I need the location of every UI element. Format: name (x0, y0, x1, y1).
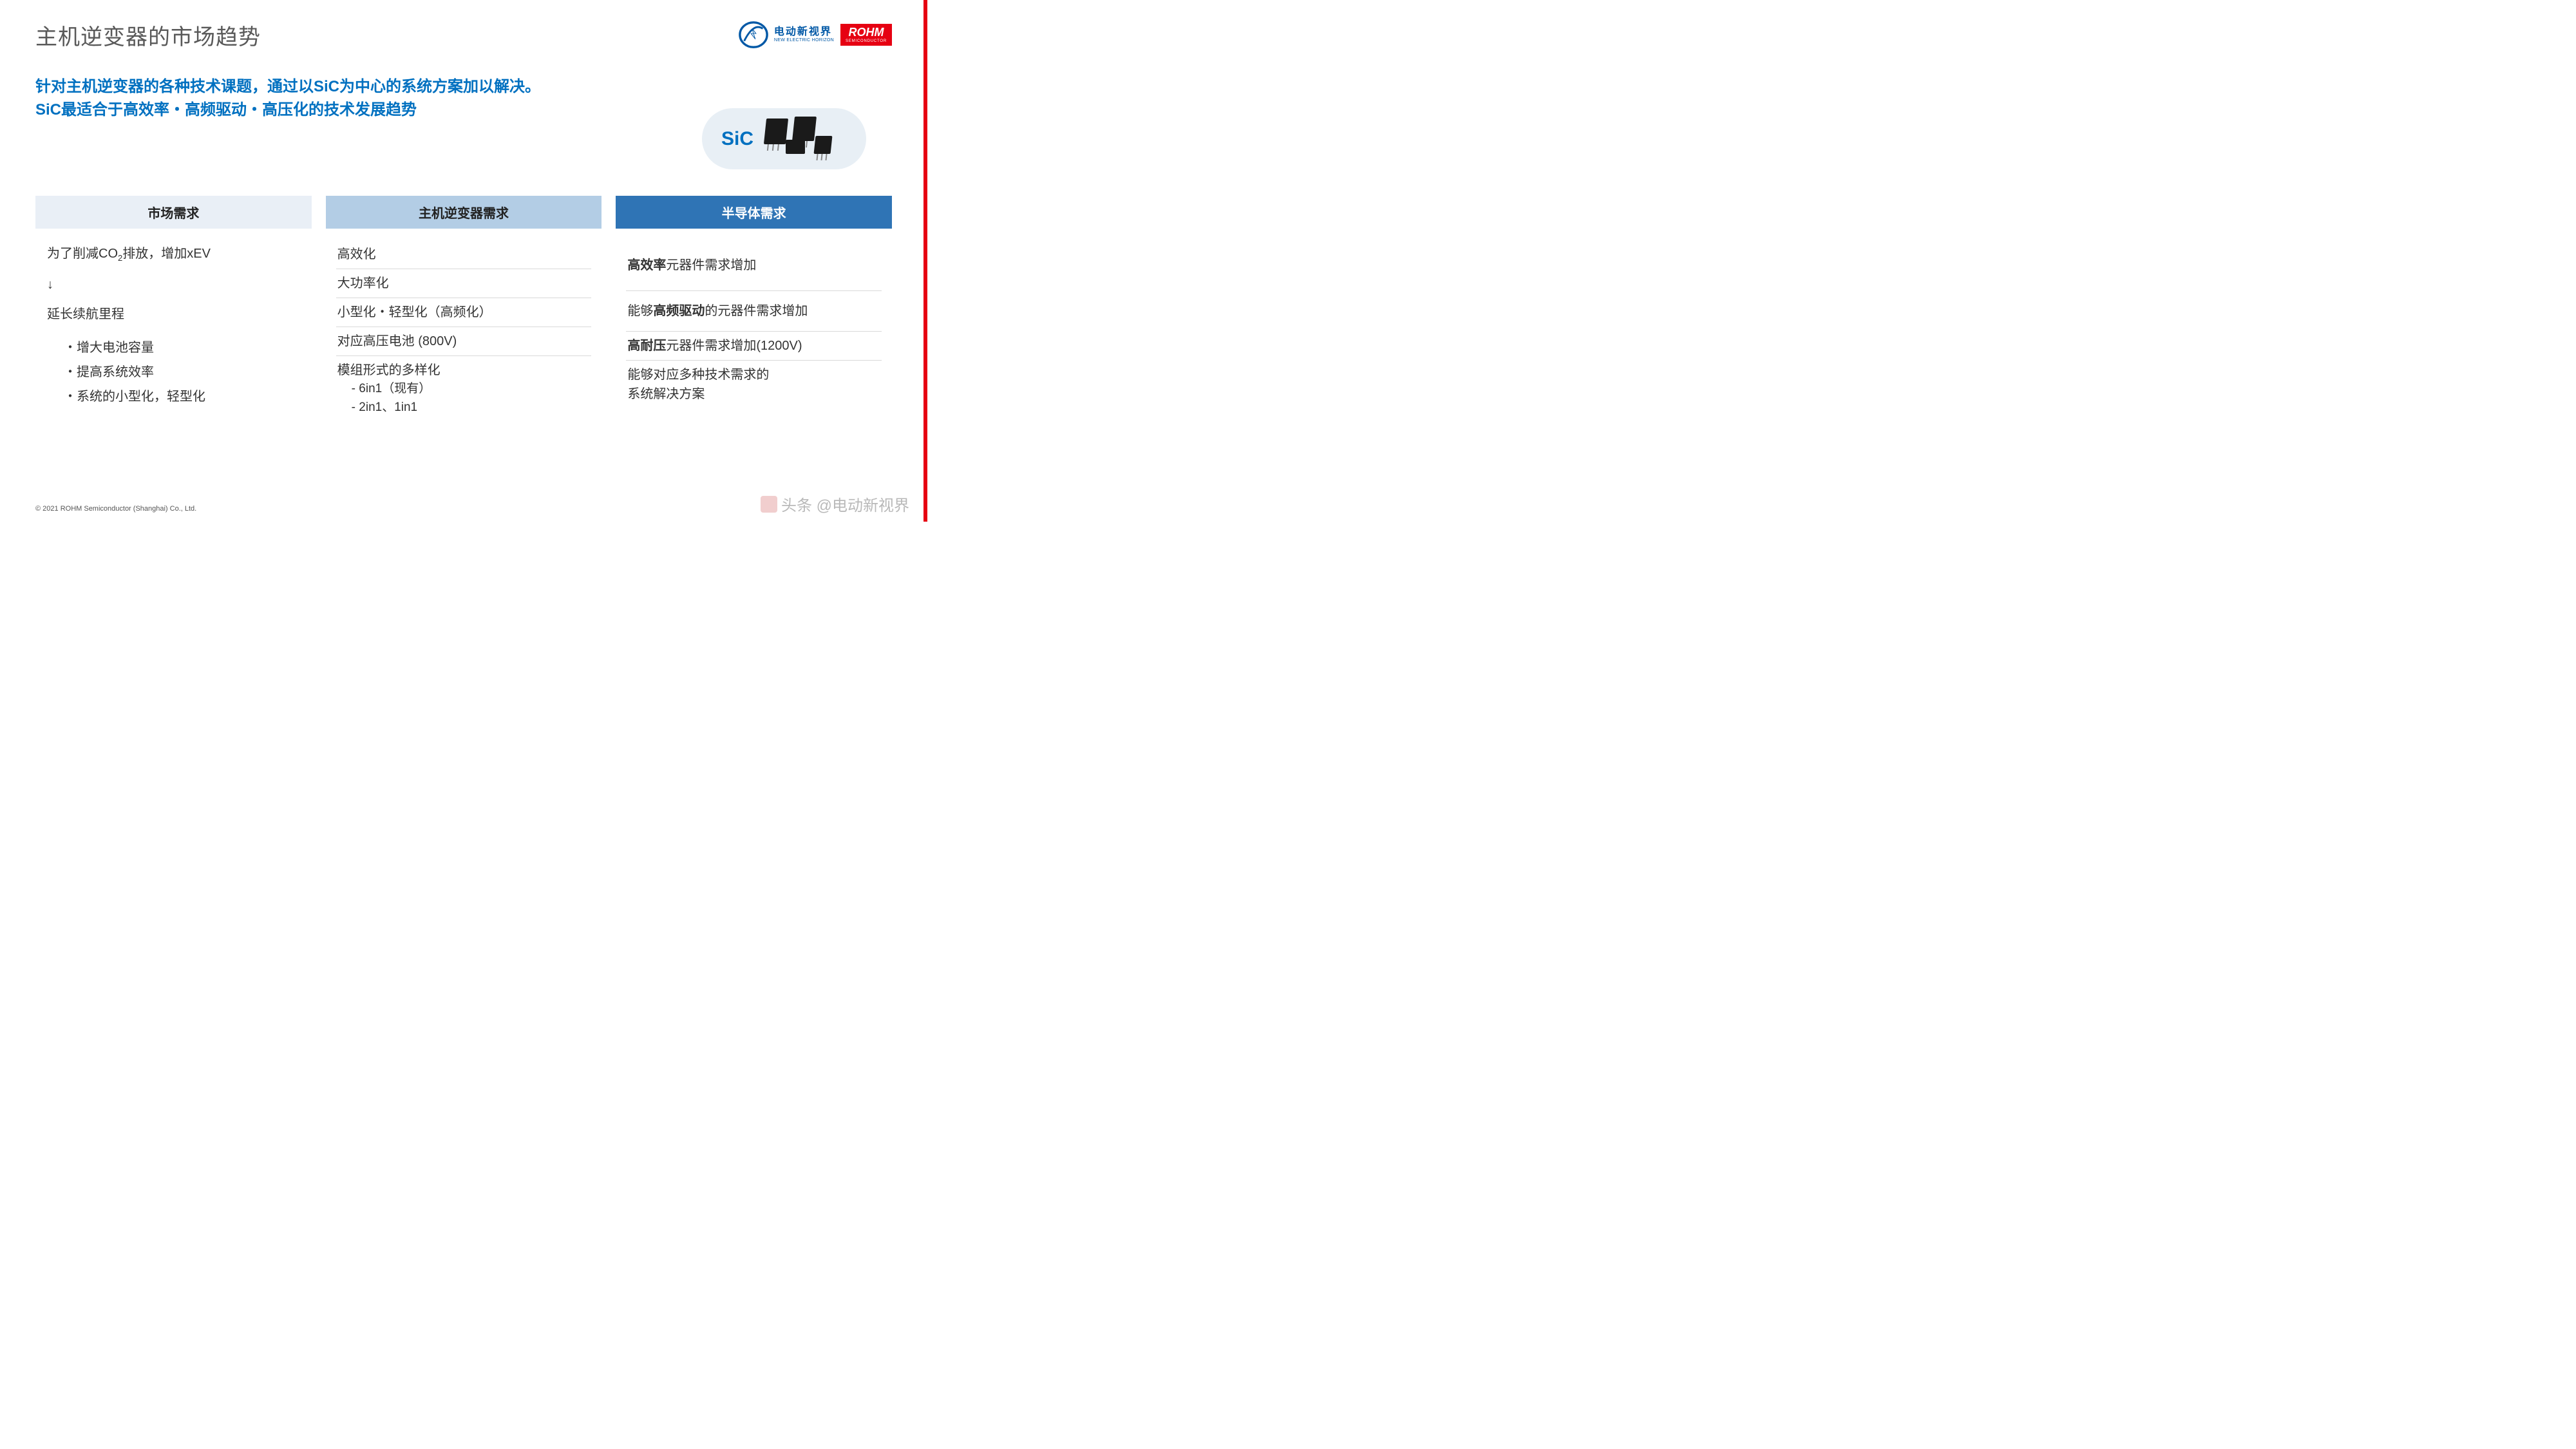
col-inverter: 主机逆变器需求 高效化 大功率化 小型化・轻型化（高频化） 对应高压电池 (80… (326, 196, 602, 428)
col-market: 市场需求 为了削减CO2排放，增加xEV ↓ 延长续航里程 增大电池容量 提高系… (35, 196, 312, 428)
list-item: 提高系统效率 (64, 360, 301, 384)
subtitle-line-1: 针对主机逆变器的各种技术课题，通过以SiC为中心的系统方案加以解决。 (35, 75, 892, 99)
header: 主机逆变器的市场趋势 电动新视界 NEW ELECTRIC HORIZON RO… (35, 19, 892, 51)
horizon-logo: 电动新视界 NEW ELECTRIC HORIZON (738, 19, 834, 50)
rohm-sub: SEMICONDUCTOR (846, 39, 887, 44)
table-row: 模组形式的多样化 6in1（现有） 2in1、1in1 (336, 356, 592, 421)
logo-group: 电动新视界 NEW ELECTRIC HORIZON ROHM SEMICOND… (738, 19, 892, 50)
list-item: 增大电池容量 (64, 336, 301, 360)
market-line-1: 为了削减CO2排放，增加xEV (46, 240, 301, 269)
col-semi-header: 半导体需求 (616, 196, 892, 229)
col-inverter-header: 主机逆变器需求 (326, 196, 602, 229)
table-row: 高效化 (336, 240, 592, 269)
table-row: 小型化・轻型化（高频化） (336, 298, 592, 327)
market-bullets: 增大电池容量 提高系统效率 系统的小型化，轻型化 (46, 328, 301, 409)
watermark-icon (761, 496, 777, 513)
row-title: 模组形式的多样化 (337, 361, 591, 380)
arrow-down-icon: ↓ (46, 269, 301, 296)
table-row: 能够对应多种技术需求的 系统解决方案 (626, 361, 882, 408)
watermark: 头条 @电动新视界 (761, 493, 909, 515)
page-title: 主机逆变器的市场趋势 (35, 19, 261, 51)
accent-bar (923, 0, 927, 522)
horizon-name-cn: 电动新视界 (774, 26, 834, 38)
columns: 市场需求 为了削减CO2排放，增加xEV ↓ 延长续航里程 增大电池容量 提高系… (35, 196, 892, 428)
list-item: 6in1（现有） (352, 380, 591, 399)
table-row: 能够高频驱动的元器件需求增加 (626, 291, 882, 332)
horizon-icon (738, 19, 769, 50)
col-semi: 半导体需求 高效率元器件需求增加 能够高频驱动的元器件需求增加 高耐压元器件需求… (616, 196, 892, 428)
copyright: © 2021 ROHM Semiconductor (Shanghai) Co.… (35, 505, 196, 513)
list-item: 2in1、1in1 (352, 399, 591, 417)
chip-graphic (760, 117, 844, 162)
rohm-main: ROHM (846, 26, 887, 39)
watermark-text: 头条 @电动新视界 (781, 493, 909, 515)
list-item: 系统的小型化，轻型化 (64, 384, 301, 409)
table-row: 大功率化 (336, 269, 592, 298)
table-row: 高耐压元器件需求增加(1200V) (626, 332, 882, 361)
table-row: 高效率元器件需求增加 (626, 240, 882, 291)
horizon-name-en: NEW ELECTRIC HORIZON (774, 38, 834, 43)
col-market-header: 市场需求 (35, 196, 312, 229)
sic-callout: SiC (702, 108, 866, 169)
rohm-logo: ROHM SEMICONDUCTOR (840, 24, 892, 46)
table-row: 对应高压电池 (800V) (336, 327, 592, 356)
market-line-2: 延长续航里程 (46, 301, 301, 328)
slide: 主机逆变器的市场趋势 电动新视界 NEW ELECTRIC HORIZON RO… (0, 0, 927, 522)
sic-label: SiC (721, 128, 753, 150)
